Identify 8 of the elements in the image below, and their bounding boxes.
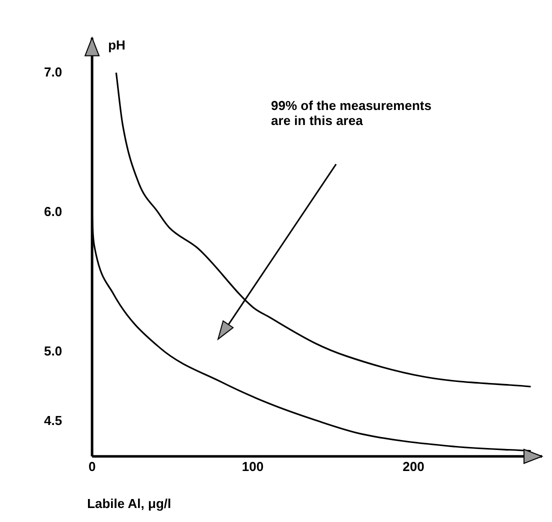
y-tick-label: 6.0 xyxy=(44,204,62,219)
y-tick-label: 7.0 xyxy=(44,64,62,80)
y-tick-label: 5.0 xyxy=(44,343,62,358)
y-tick-label: 4.5 xyxy=(44,413,62,428)
annotation: 99% of the measurements are in this area xyxy=(271,98,432,128)
x-tick-label: 0 xyxy=(88,458,96,474)
x-axis-title: Labile Al, μg/l xyxy=(87,496,172,511)
y-axis-title: pH xyxy=(108,37,126,52)
